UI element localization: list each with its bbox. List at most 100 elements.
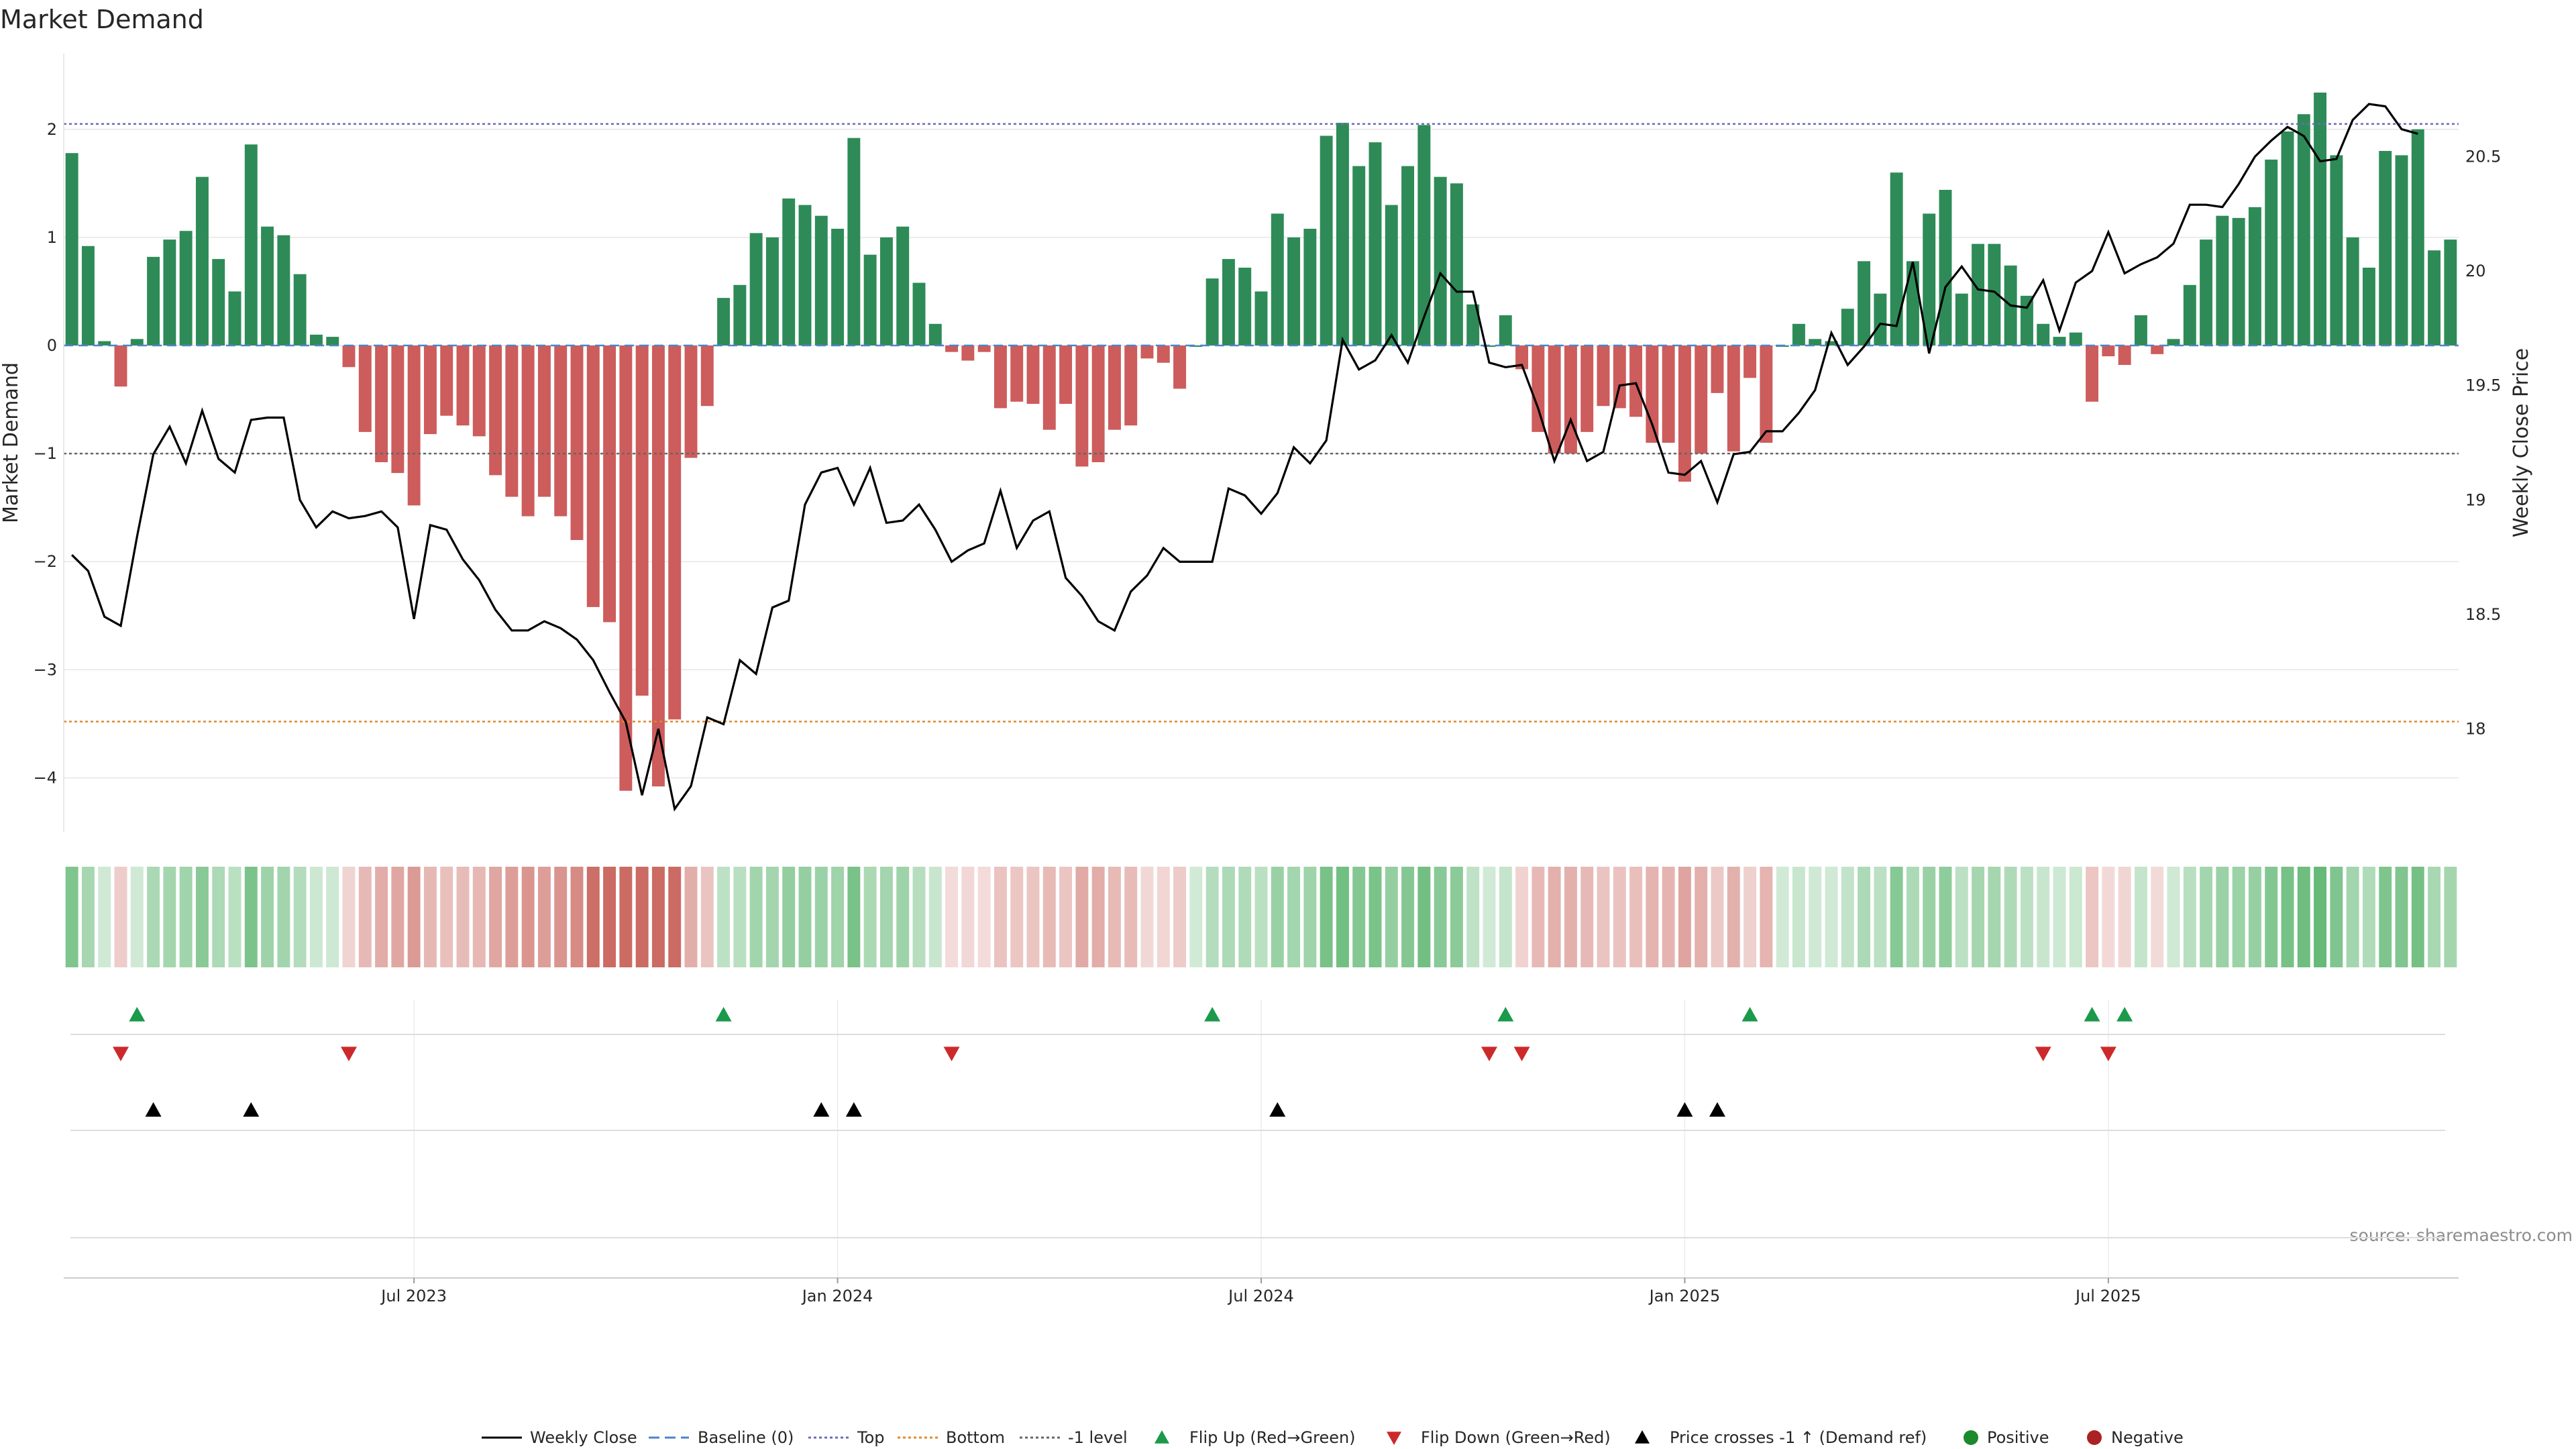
demand-bar-132 <box>2216 215 2229 345</box>
demand-bar-63 <box>1091 345 1105 462</box>
legend-symbol-8 <box>1964 1430 1978 1445</box>
heat-cell-90 <box>1532 867 1545 967</box>
heat-cell-21 <box>407 867 421 967</box>
demand-bar-111 <box>1874 293 1887 345</box>
demand-bar-30 <box>554 345 568 517</box>
heat-cell-146 <box>2444 867 2457 967</box>
heat-cell-52 <box>912 867 926 967</box>
heat-cell-48 <box>847 867 861 967</box>
demand-bar-6 <box>163 239 176 345</box>
demand-bar-123 <box>2069 332 2082 345</box>
heat-cell-99 <box>1678 867 1691 967</box>
heat-cell-125 <box>2102 867 2115 967</box>
heat-cell-14 <box>293 867 307 967</box>
demand-bar-61 <box>1059 345 1073 404</box>
demand-bar-110 <box>1858 261 1871 345</box>
demand-bar-53 <box>928 323 942 345</box>
heat-cell-106 <box>1792 867 1805 967</box>
demand-bar-138 <box>2314 93 2327 345</box>
demand-bar-113 <box>1906 261 1919 345</box>
demand-bar-33 <box>603 345 616 623</box>
x-tick-label-2: Jul 2024 <box>1227 1287 1294 1305</box>
demand-bar-7 <box>179 231 193 345</box>
demand-bar-16 <box>326 337 339 345</box>
demand-bar-134 <box>2248 207 2261 345</box>
heat-cell-1 <box>81 867 95 967</box>
price-cross-marker-4 <box>1269 1102 1286 1117</box>
heat-cell-122 <box>2053 867 2066 967</box>
x-tick-label-3: Jan 2025 <box>1648 1287 1721 1305</box>
demand-bar-2 <box>98 341 111 345</box>
heat-cell-9 <box>212 867 225 967</box>
heat-cell-124 <box>2086 867 2099 967</box>
heat-cell-4 <box>130 867 144 967</box>
demand-bar-15 <box>309 334 323 345</box>
heat-cell-34 <box>619 867 633 967</box>
heat-cell-86 <box>1466 867 1480 967</box>
heat-cell-80 <box>1368 867 1382 967</box>
heat-cell-15 <box>309 867 323 967</box>
demand-bar-68 <box>1173 345 1187 389</box>
heat-cell-143 <box>2395 867 2408 967</box>
heat-cell-110 <box>1858 867 1871 967</box>
heat-cell-104 <box>1760 867 1773 967</box>
heat-cell-2 <box>98 867 111 967</box>
demand-bars <box>65 93 2457 791</box>
demand-bar-71 <box>1222 259 1235 345</box>
demand-bar-74 <box>1271 213 1284 345</box>
heat-cell-107 <box>1809 867 1822 967</box>
demand-bar-118 <box>1988 244 2001 345</box>
heat-cell-7 <box>179 867 193 967</box>
heat-cell-134 <box>2248 867 2261 967</box>
demand-bar-81 <box>1385 205 1398 345</box>
heat-cell-111 <box>1874 867 1887 967</box>
heat-cell-47 <box>831 867 845 967</box>
demand-bar-44 <box>782 198 796 345</box>
demand-bar-115 <box>1939 190 1952 345</box>
demand-bar-129 <box>2167 339 2180 345</box>
heat-cell-72 <box>1238 867 1252 967</box>
heat-cell-42 <box>749 867 763 967</box>
heat-cell-50 <box>879 867 893 967</box>
demand-bar-69 <box>1189 345 1203 347</box>
heat-cell-127 <box>2134 867 2147 967</box>
demand-bar-114 <box>1923 213 1936 345</box>
flip-down-marker-4 <box>1513 1046 1530 1061</box>
demand-bar-26 <box>489 345 502 476</box>
heat-cell-45 <box>798 867 812 967</box>
x-tick-label-4: Jul 2025 <box>2074 1287 2141 1305</box>
heat-cell-33 <box>603 867 616 967</box>
heat-cell-59 <box>1026 867 1040 967</box>
demand-bar-90 <box>1532 345 1545 432</box>
legend-symbol-6 <box>1387 1432 1401 1445</box>
demand-bar-72 <box>1238 268 1252 345</box>
heat-cell-18 <box>358 867 372 967</box>
heat-cell-31 <box>570 867 584 967</box>
demand-bar-25 <box>472 345 486 437</box>
legend: Weekly Close Baseline (0) Top Bottom -1 leve… <box>482 1428 2184 1447</box>
demand-bar-75 <box>1287 237 1301 345</box>
demand-bar-144 <box>2411 129 2424 345</box>
demand-bar-102 <box>1727 345 1740 451</box>
heat-cell-55 <box>961 867 975 967</box>
heat-cell-133 <box>2232 867 2245 967</box>
demand-bar-12 <box>261 226 274 345</box>
heat-cell-70 <box>1205 867 1219 967</box>
heat-cell-76 <box>1303 867 1317 967</box>
legend-symbol-5 <box>1155 1430 1169 1444</box>
heat-cell-103 <box>1743 867 1757 967</box>
x-axis: Jul 2023 Jan 2024 Jul 2024 Jan 2025 Jul 2025 <box>64 1277 2459 1305</box>
flip-down-marker-5 <box>2035 1046 2051 1061</box>
heat-cell-49 <box>863 867 877 967</box>
heat-cell-128 <box>2151 867 2164 967</box>
demand-bar-58 <box>1010 345 1024 402</box>
demand-bar-77 <box>1320 136 1333 345</box>
demand-heat-strip <box>65 867 2457 967</box>
flip-down-marker-1 <box>341 1046 357 1061</box>
demand-bar-38 <box>684 345 698 458</box>
heat-cell-73 <box>1254 867 1268 967</box>
heat-cell-85 <box>1450 867 1463 967</box>
left-tick-label-4: −2 <box>34 552 57 571</box>
heat-cell-135 <box>2265 867 2278 967</box>
